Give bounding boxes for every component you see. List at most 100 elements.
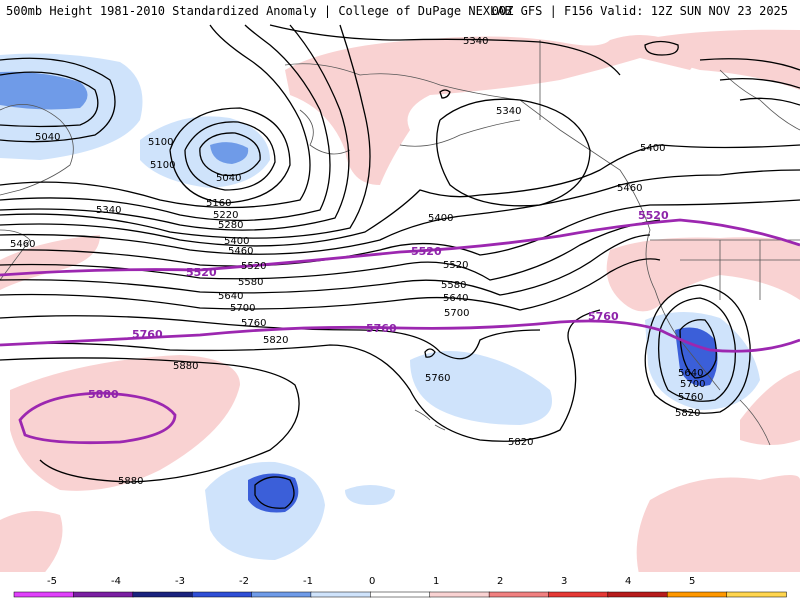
contour-low-bc-2: [644, 284, 751, 414]
label-5520-black: 5520: [241, 261, 266, 272]
contour-low-5040: [199, 132, 261, 177]
pos-anomaly-alaska: [285, 35, 693, 185]
hlabel-5520-mid: 5520: [411, 245, 442, 258]
contour-5460: [0, 169, 800, 255]
pos-anomaly-se: [636, 475, 800, 578]
pos-anomaly-sw: [0, 511, 63, 578]
label-5700: 5700: [230, 303, 255, 314]
contour-5340-left: [0, 24, 371, 239]
legend-tick: -2: [239, 576, 249, 587]
legend-swatches: [13, 591, 787, 598]
label-5820: 5820: [263, 335, 288, 346]
label-5700-low: 5700: [680, 379, 705, 390]
contour-ne-lines: [699, 58, 800, 106]
highlight-5880: [18, 391, 177, 445]
anomaly-map: 5340 5340 5040 5100 5100 5040 5160 5220 …: [0, 24, 800, 578]
pos-anomaly-west-pac: [0, 235, 100, 290]
neg-anomaly-small: [345, 485, 395, 505]
neg2-nw: [0, 71, 88, 110]
hlabel-5760-mid: 5760: [366, 322, 397, 335]
contour-5640: [0, 234, 651, 296]
label-5340-left: 5340: [96, 205, 121, 216]
contour-small-mid: [439, 89, 451, 99]
label-5100-a: 5100: [148, 137, 173, 148]
legend-swatch: [726, 591, 787, 598]
neg-anomaly-pacific: [410, 351, 552, 425]
label-5580: 5580: [238, 277, 263, 288]
contour-low-bc-3: [679, 319, 717, 379]
label-5400-right: 5400: [640, 143, 665, 154]
label-5460-left2: 5460: [228, 246, 253, 257]
contour-low-bc-1: [657, 297, 736, 402]
legend-ticks: -5 -4 -3 -2 -1 0 1 2 3 4 5: [47, 576, 695, 587]
label-5820-mid: 5820: [508, 437, 533, 448]
label-5460-left: 5460: [10, 239, 35, 250]
anomaly-shading: [0, 29, 800, 578]
legend-tick: 4: [625, 576, 631, 587]
map-header: 500mb Height 1981-2010 Standardized Anom…: [0, 0, 800, 23]
label-5640-low: 5640: [678, 368, 703, 379]
label-5640-mid: 5640: [443, 293, 468, 304]
hlabel-5520-left: 5520: [186, 266, 217, 279]
hlabel-5760-right: 5760: [588, 310, 619, 323]
contour-low-5160: [169, 107, 291, 204]
highlight-5760: [0, 319, 800, 353]
legend-swatch: [132, 591, 193, 598]
contour-small-ne: [644, 40, 679, 56]
legend-bar: -5 -4 -3 -2 -1 0 1 2 3 4 5: [13, 576, 787, 598]
contour-5100-left: [0, 57, 116, 143]
label-5760-low: 5760: [678, 392, 703, 403]
legend-swatch: [13, 591, 75, 598]
legend-tick: -5: [47, 576, 57, 587]
highlight-contours: [0, 218, 800, 445]
legend-tick: -3: [175, 576, 185, 587]
legend-tick: 1: [433, 576, 439, 587]
contour-small-pac: [424, 348, 436, 358]
legend-swatch: [191, 591, 253, 598]
label-5640: 5640: [218, 291, 243, 302]
label-5880-bot: 5880: [118, 476, 143, 487]
legend-tick: 5: [689, 576, 695, 587]
legend-tick: 3: [561, 576, 567, 587]
label-5340-top: 5340: [463, 36, 488, 47]
legend-swatch: [666, 591, 728, 598]
contour-5040-left: [0, 71, 99, 128]
legend-swatch: [251, 591, 312, 598]
contour-5400: [0, 144, 800, 247]
legend-swatch: [488, 591, 550, 598]
pos-anomaly-usa: [606, 237, 800, 312]
legend-tick: 2: [497, 576, 503, 587]
label-5760-black: 5760: [241, 318, 266, 329]
contour-5160: [0, 24, 311, 209]
legend-tick: -4: [111, 576, 121, 587]
hlabel-5520-right: 5520: [638, 209, 669, 222]
contour-south-low: [254, 476, 295, 509]
hlabel-5760-left: 5760: [132, 328, 163, 341]
pos-anomaly-subtropic: [10, 355, 240, 491]
contour-5280: [0, 24, 350, 231]
legend-tick: -1: [303, 576, 313, 587]
label-5760-mid: 5760: [425, 373, 450, 384]
label-5580-mid: 5580: [441, 280, 466, 291]
legend-swatch: [548, 591, 609, 598]
contour-5820: [0, 309, 601, 442]
contour-5220: [0, 24, 331, 222]
neg2-low: [210, 142, 249, 164]
legend-swatch: [607, 591, 668, 598]
contour-5700: [0, 258, 661, 311]
map-panel: 5340 5340 5040 5100 5100 5040 5160 5220 …: [0, 22, 800, 578]
color-legend: -5 -4 -3 -2 -1 0 1 2 3 4 5: [0, 572, 800, 600]
model-valid-time: 00Z GFS | F156 Valid: 12Z SUN NOV 23 202…: [491, 4, 788, 18]
contour-low-5100: [184, 121, 276, 191]
highlight-labels: 5520 5520 5520 5760 5760 5760 5880: [88, 209, 669, 401]
label-5340-mid: 5340: [496, 106, 521, 117]
label-5280: 5280: [218, 220, 243, 231]
label-5700-mid: 5700: [444, 308, 469, 319]
label-5460-right: 5460: [617, 183, 642, 194]
neg-anomaly-low-west: [140, 116, 270, 188]
label-5400-left: 5400: [224, 236, 249, 247]
hlabel-5880: 5880: [88, 388, 119, 401]
contour-labels: 5340 5340 5040 5100 5100 5040 5160 5220 …: [10, 36, 705, 487]
label-5220: 5220: [213, 210, 238, 221]
pos-anomaly-ne: [640, 29, 800, 90]
